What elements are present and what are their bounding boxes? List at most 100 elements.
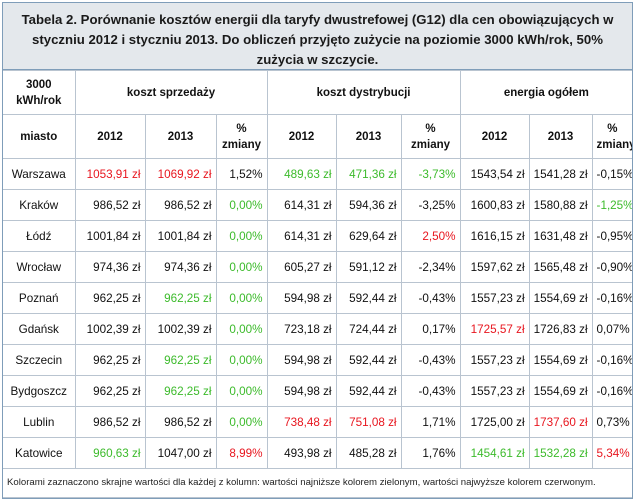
total-2013-cell: 1554,69 zł — [528, 282, 593, 314]
sales-change-cell: 0,00% — [215, 375, 268, 407]
city-cell: Warszawa — [3, 158, 76, 190]
dist-2013-cell: 629,64 zł — [335, 220, 402, 252]
city-cell: Kraków — [3, 189, 76, 221]
city-header: miasto — [3, 114, 76, 159]
sales-2012-cell: 962,25 zł — [74, 344, 146, 376]
dist-2013-cell: 724,44 zł — [335, 313, 402, 345]
unit-header: 3000 kWh/rok — [3, 70, 76, 115]
dist-change-cell: 2,50% — [400, 220, 461, 252]
dist-change-cell: 1,71% — [400, 406, 461, 438]
dist-change-cell: -0,43% — [400, 375, 461, 407]
sales-2012-cell: 986,52 zł — [74, 189, 146, 221]
group-header-total: energia ogółem — [459, 70, 633, 115]
total-2012-cell: 1725,00 zł — [459, 406, 530, 438]
total-2013-cell: 1580,88 zł — [528, 189, 593, 221]
table-row: Wrocław 974,36 zł 974,36 zł 0,00% 605,27 zł 5… — [3, 251, 633, 283]
sales-2012-cell: 962,25 zł — [74, 375, 146, 407]
header-row-columns: miasto 2012 2013 % zmiany 2012 2013 % zmia… — [3, 114, 633, 159]
total-2013-cell: 1554,69 zł — [528, 344, 593, 376]
sales-change-cell: 1,52% — [215, 158, 268, 190]
dist-2012-cell: 489,63 zł — [266, 158, 337, 190]
dist-2013-cell: 591,12 zł — [335, 251, 402, 283]
sales-2013-cell: 986,52 zł — [144, 406, 217, 438]
dist-2012-cell: 493,98 zł — [266, 437, 337, 469]
sales-2013-cell: 986,52 zł — [144, 189, 217, 221]
sales-2013-cell: 1001,84 zł — [144, 220, 217, 252]
legend-note: Kolorami zaznaczono skrajne wartości dla… — [3, 468, 633, 498]
sales-2013-cell: 962,25 zł — [144, 344, 217, 376]
dist-2012-cell: 594,98 zł — [266, 344, 337, 376]
group-header-sales: koszt sprzedaży — [74, 70, 268, 115]
total-change-cell: 0,07% — [591, 313, 633, 345]
total-change-cell: -0,16% — [591, 375, 633, 407]
dist-2012-cell: 738,48 zł — [266, 406, 337, 438]
total-2013-cell: 1726,83 zł — [528, 313, 593, 345]
dist-2013-cell: 485,28 zł — [335, 437, 402, 469]
total-2013-cell: 1554,69 zł — [528, 375, 593, 407]
sales-2012-cell: 974,36 zł — [74, 251, 146, 283]
city-cell: Bydgoszcz — [3, 375, 76, 407]
sales-2013-header: 2013 — [144, 114, 217, 159]
table-row: Bydgoszcz 962,25 zł 962,25 zł 0,00% 594,98 z… — [3, 375, 633, 407]
total-2013-header: 2013 — [528, 114, 593, 159]
total-2013-cell: 1541,28 zł — [528, 158, 593, 190]
total-change-header: % zmiany — [591, 114, 633, 159]
dist-change-cell: 0,17% — [400, 313, 461, 345]
total-2012-cell: 1616,15 zł — [459, 220, 530, 252]
table-body: Warszawa 1053,91 zł 1069,92 zł 1,52% 489,63 … — [3, 158, 633, 469]
total-change-cell: 0,73% — [591, 406, 633, 438]
dist-2013-header: 2013 — [335, 114, 402, 159]
sales-2013-cell: 1069,92 zł — [144, 158, 217, 190]
table-row: Warszawa 1053,91 zł 1069,92 zł 1,52% 489,63 … — [3, 158, 633, 190]
sales-2012-cell: 986,52 zł — [74, 406, 146, 438]
dist-2012-cell: 614,31 zł — [266, 189, 337, 221]
total-2012-cell: 1557,23 zł — [459, 282, 530, 314]
total-2013-cell: 1565,48 zł — [528, 251, 593, 283]
dist-2013-cell: 592,44 zł — [335, 375, 402, 407]
dist-change-cell: 1,76% — [400, 437, 461, 469]
total-2012-cell: 1557,23 zł — [459, 375, 530, 407]
sales-change-cell: 8,99% — [215, 437, 268, 469]
city-cell: Lublin — [3, 406, 76, 438]
total-change-cell: -0,15% — [591, 158, 633, 190]
cost-table: 3000 kWh/rok koszt sprzedaży koszt dystry… — [3, 70, 633, 498]
sales-change-header: % zmiany — [215, 114, 268, 159]
table-row: Łódź 1001,84 zł 1001,84 zł 0,00% 614,31 zł 62… — [3, 220, 633, 252]
dist-2012-cell: 723,18 zł — [266, 313, 337, 345]
dist-2013-cell: 471,36 zł — [335, 158, 402, 190]
total-2012-cell: 1557,23 zł — [459, 344, 530, 376]
table-title: Tabela 2. Porównanie kosztów energii dla… — [3, 3, 632, 70]
sales-change-cell: 0,00% — [215, 344, 268, 376]
total-2012-cell: 1600,83 zł — [459, 189, 530, 221]
table-row: Lublin 986,52 zł 986,52 zł 0,00% 738,48 zł 75… — [3, 406, 633, 438]
sales-change-cell: 0,00% — [215, 220, 268, 252]
sales-2013-cell: 1047,00 zł — [144, 437, 217, 469]
dist-change-header: % zmiany — [400, 114, 461, 159]
city-cell: Szczecin — [3, 344, 76, 376]
total-2013-cell: 1737,60 zł — [528, 406, 593, 438]
sales-change-cell: 0,00% — [215, 189, 268, 221]
sales-2013-cell: 962,25 zł — [144, 375, 217, 407]
sales-2012-header: 2012 — [74, 114, 146, 159]
dist-2012-cell: 594,98 zł — [266, 375, 337, 407]
city-cell: Gdańsk — [3, 313, 76, 345]
sales-2012-cell: 960,63 zł — [74, 437, 146, 469]
table-row: Katowice 960,63 zł 1047,00 zł 8,99% 493,98 z… — [3, 437, 633, 469]
sales-change-cell: 0,00% — [215, 282, 268, 314]
dist-2013-cell: 592,44 zł — [335, 344, 402, 376]
city-cell: Łódź — [3, 220, 76, 252]
city-cell: Katowice — [3, 437, 76, 469]
total-2013-cell: 1532,28 zł — [528, 437, 593, 469]
table-row: Gdańsk 1002,39 zł 1002,39 zł 0,00% 723,18 zł… — [3, 313, 633, 345]
sales-change-cell: 0,00% — [215, 251, 268, 283]
sales-2012-cell: 1002,39 zł — [74, 313, 146, 345]
group-header-distribution: koszt dystrybucji — [266, 70, 461, 115]
dist-change-cell: -3,73% — [400, 158, 461, 190]
city-cell: Wrocław — [3, 251, 76, 283]
total-2012-cell: 1543,54 zł — [459, 158, 530, 190]
sales-2013-cell: 974,36 zł — [144, 251, 217, 283]
total-2012-cell: 1454,61 zł — [459, 437, 530, 469]
sales-2012-cell: 1053,91 zł — [74, 158, 146, 190]
sales-change-cell: 0,00% — [215, 313, 268, 345]
